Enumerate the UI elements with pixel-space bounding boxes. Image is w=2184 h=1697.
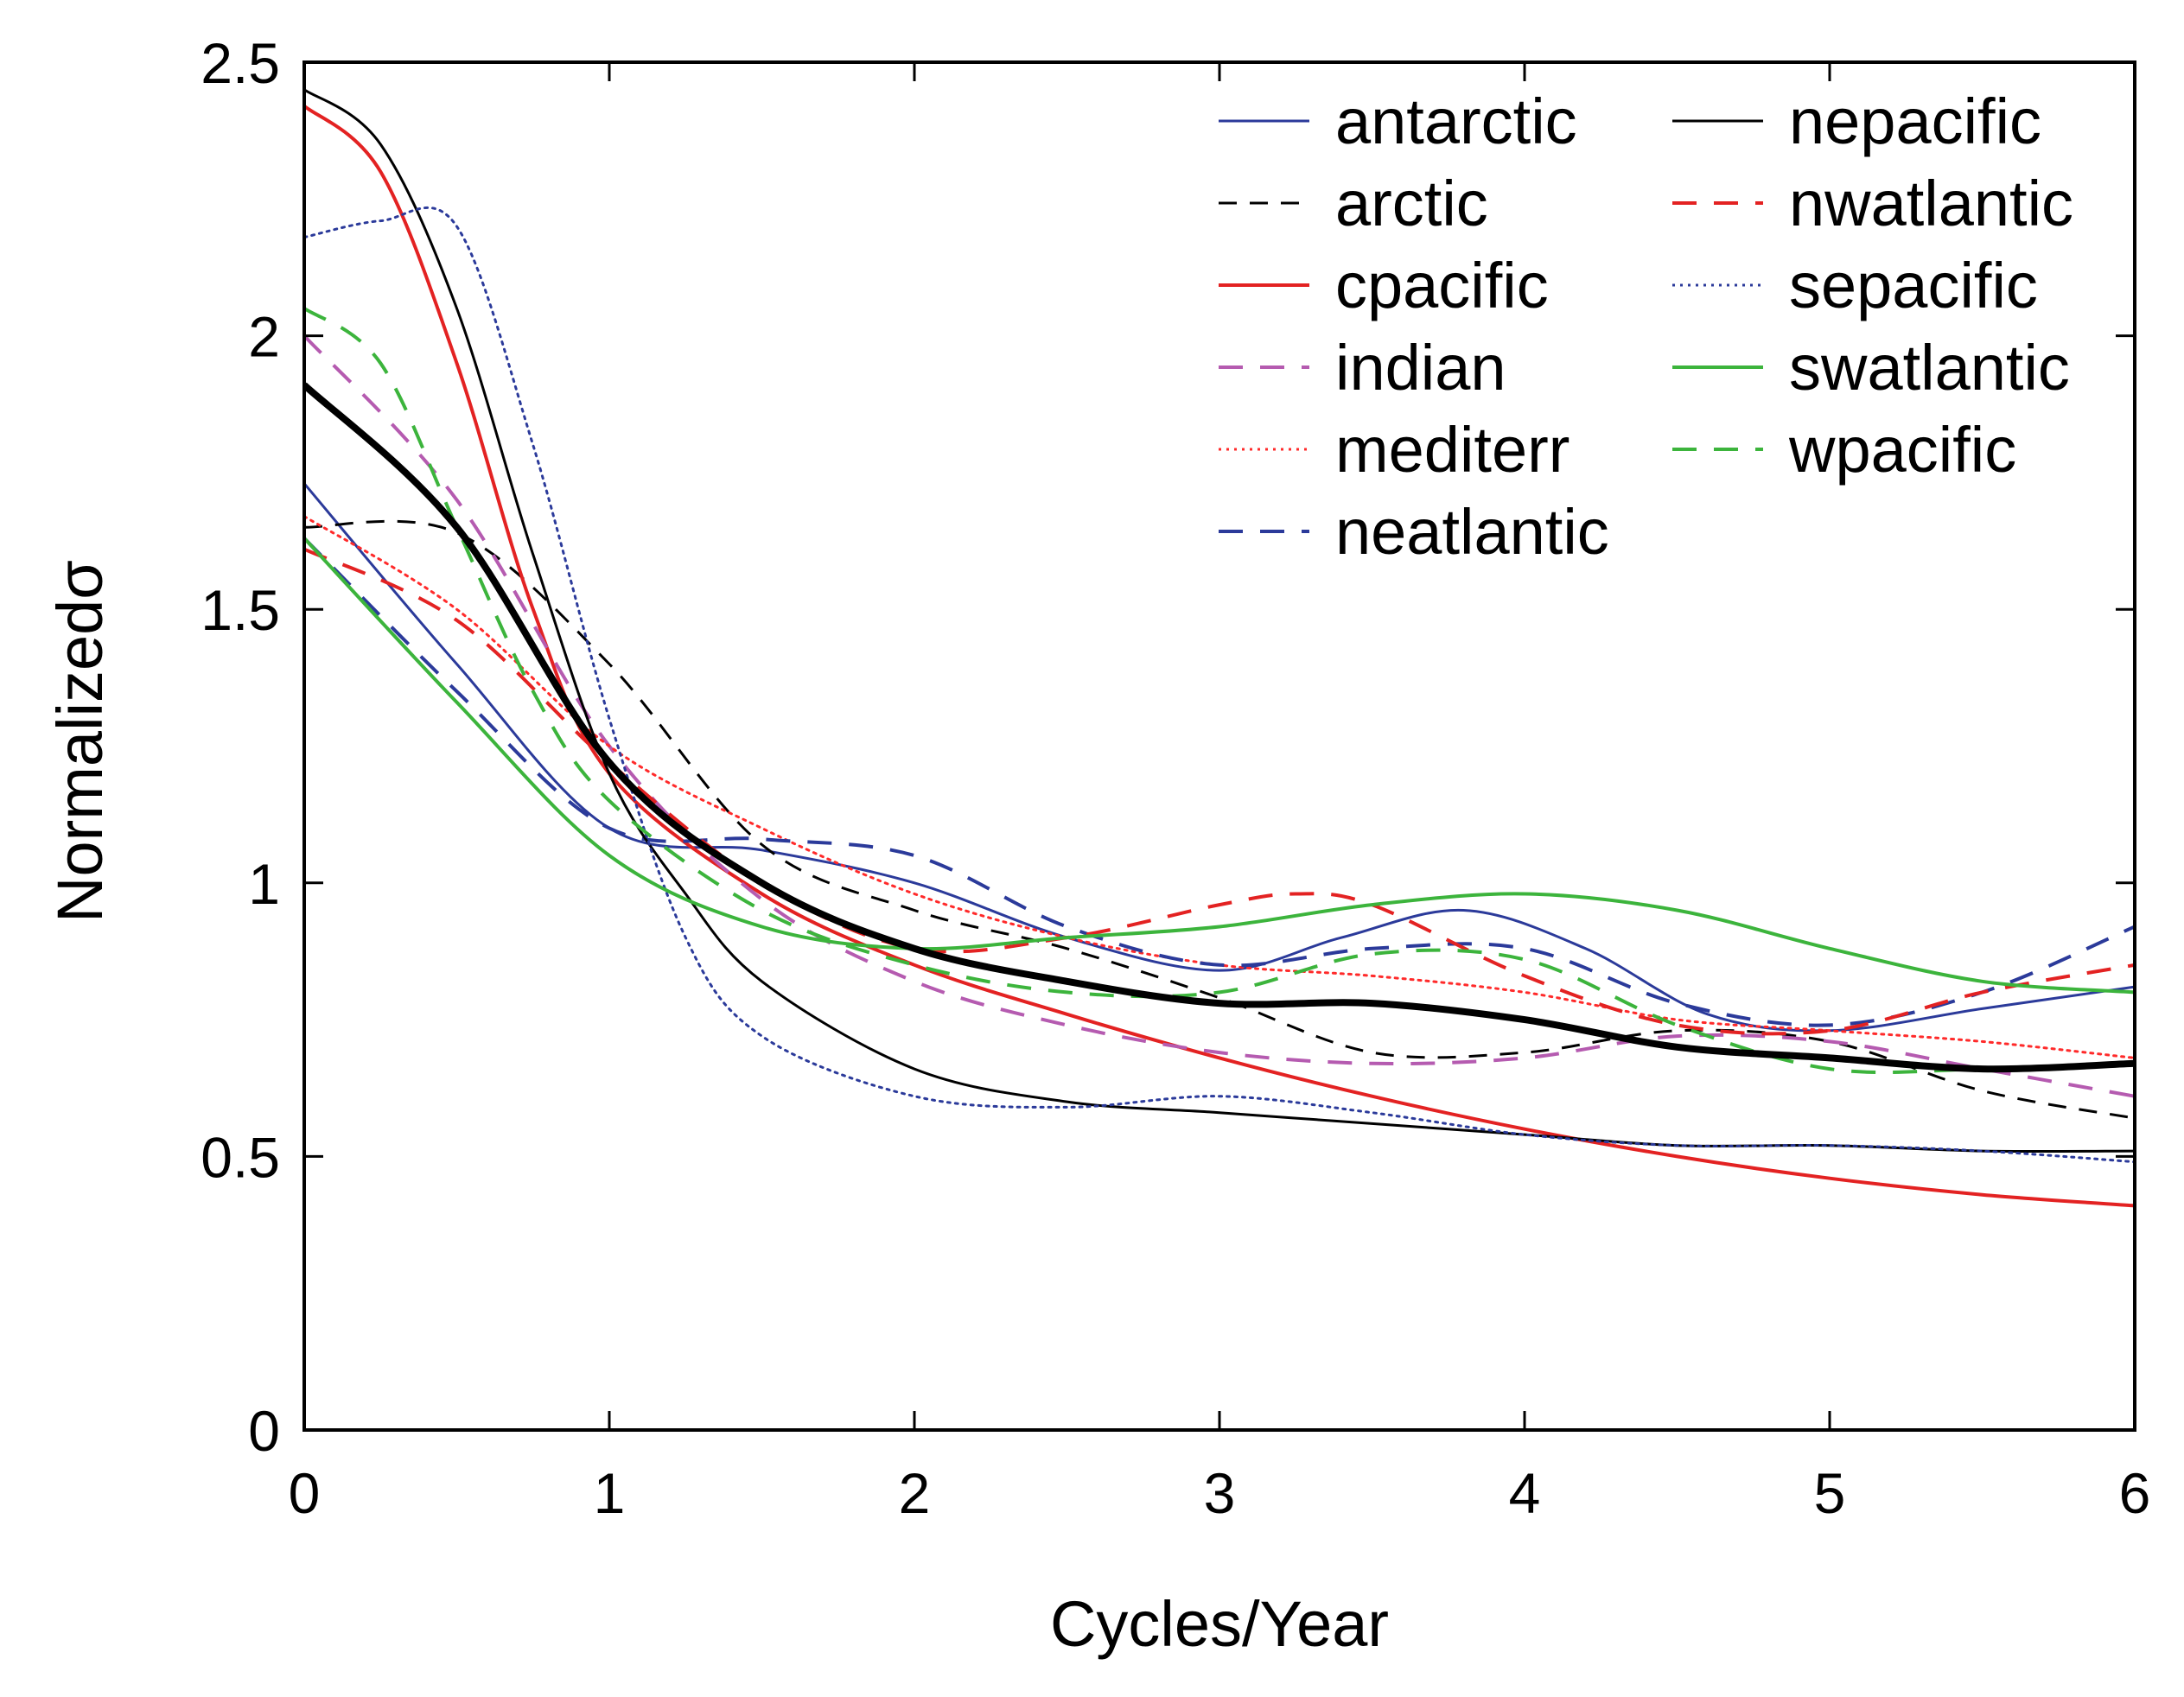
legend-label-nepacific: nepacific (1789, 86, 2041, 157)
x-tick-label: 0 (289, 1461, 321, 1525)
y-tick-label: 0 (248, 1399, 280, 1463)
x-axis-label: Cycles/Year (1050, 1588, 1389, 1660)
y-tick-label: 1.5 (201, 578, 280, 642)
x-tick-label: 4 (1509, 1461, 1541, 1525)
x-tick-label: 6 (2119, 1461, 2151, 1525)
legend-label-mediterr: mediterr (1335, 414, 1570, 486)
y-tick-label: 1 (248, 852, 280, 916)
series-line-cpacific (304, 105, 2135, 1208)
x-tick-label: 5 (1814, 1461, 1846, 1525)
legend-label-neatlantic: neatlantic (1335, 496, 1609, 568)
y-axis-label: Normalizedσ (44, 560, 116, 923)
legend-label-cpacific: cpacific (1335, 250, 1549, 321)
x-tick-label: 1 (594, 1461, 626, 1525)
x-tick-label: 2 (899, 1461, 931, 1525)
legend-label-nwatlantic: nwatlantic (1789, 168, 2073, 239)
series-line-indian (304, 334, 2135, 1098)
x-tick-label: 3 (1204, 1461, 1236, 1525)
y-tick-label: 2.5 (201, 31, 280, 95)
series-line-neatlantic (304, 537, 2135, 1027)
legend-label-arctic: arctic (1335, 168, 1488, 239)
legend-label-sepacific: sepacific (1789, 250, 2038, 321)
legend-label-swatlantic: swatlantic (1789, 332, 2070, 404)
series-line-wpacific (304, 307, 2135, 1075)
series-layer (304, 88, 2135, 1208)
y-tick-label: 2 (248, 305, 280, 369)
legend-label-wpacific: wpacific (1788, 414, 2016, 486)
legend-label-antarctic: antarctic (1335, 86, 1577, 157)
series-line-sepacific (304, 207, 2135, 1164)
series-line-arctic (304, 519, 2135, 1120)
legend-label-indian: indian (1335, 332, 1506, 404)
series-line-swatlantic (304, 537, 2135, 995)
y-tick-label: 0.5 (201, 1125, 280, 1189)
legend: antarctic arctic cpacific indian mediterr nea… (1219, 86, 2073, 568)
series-line-mean (304, 382, 2135, 1073)
ticks-layer: 0 1 2 3 4 5 6 0 0.5 1 1.5 2 2.5 (201, 31, 2150, 1525)
